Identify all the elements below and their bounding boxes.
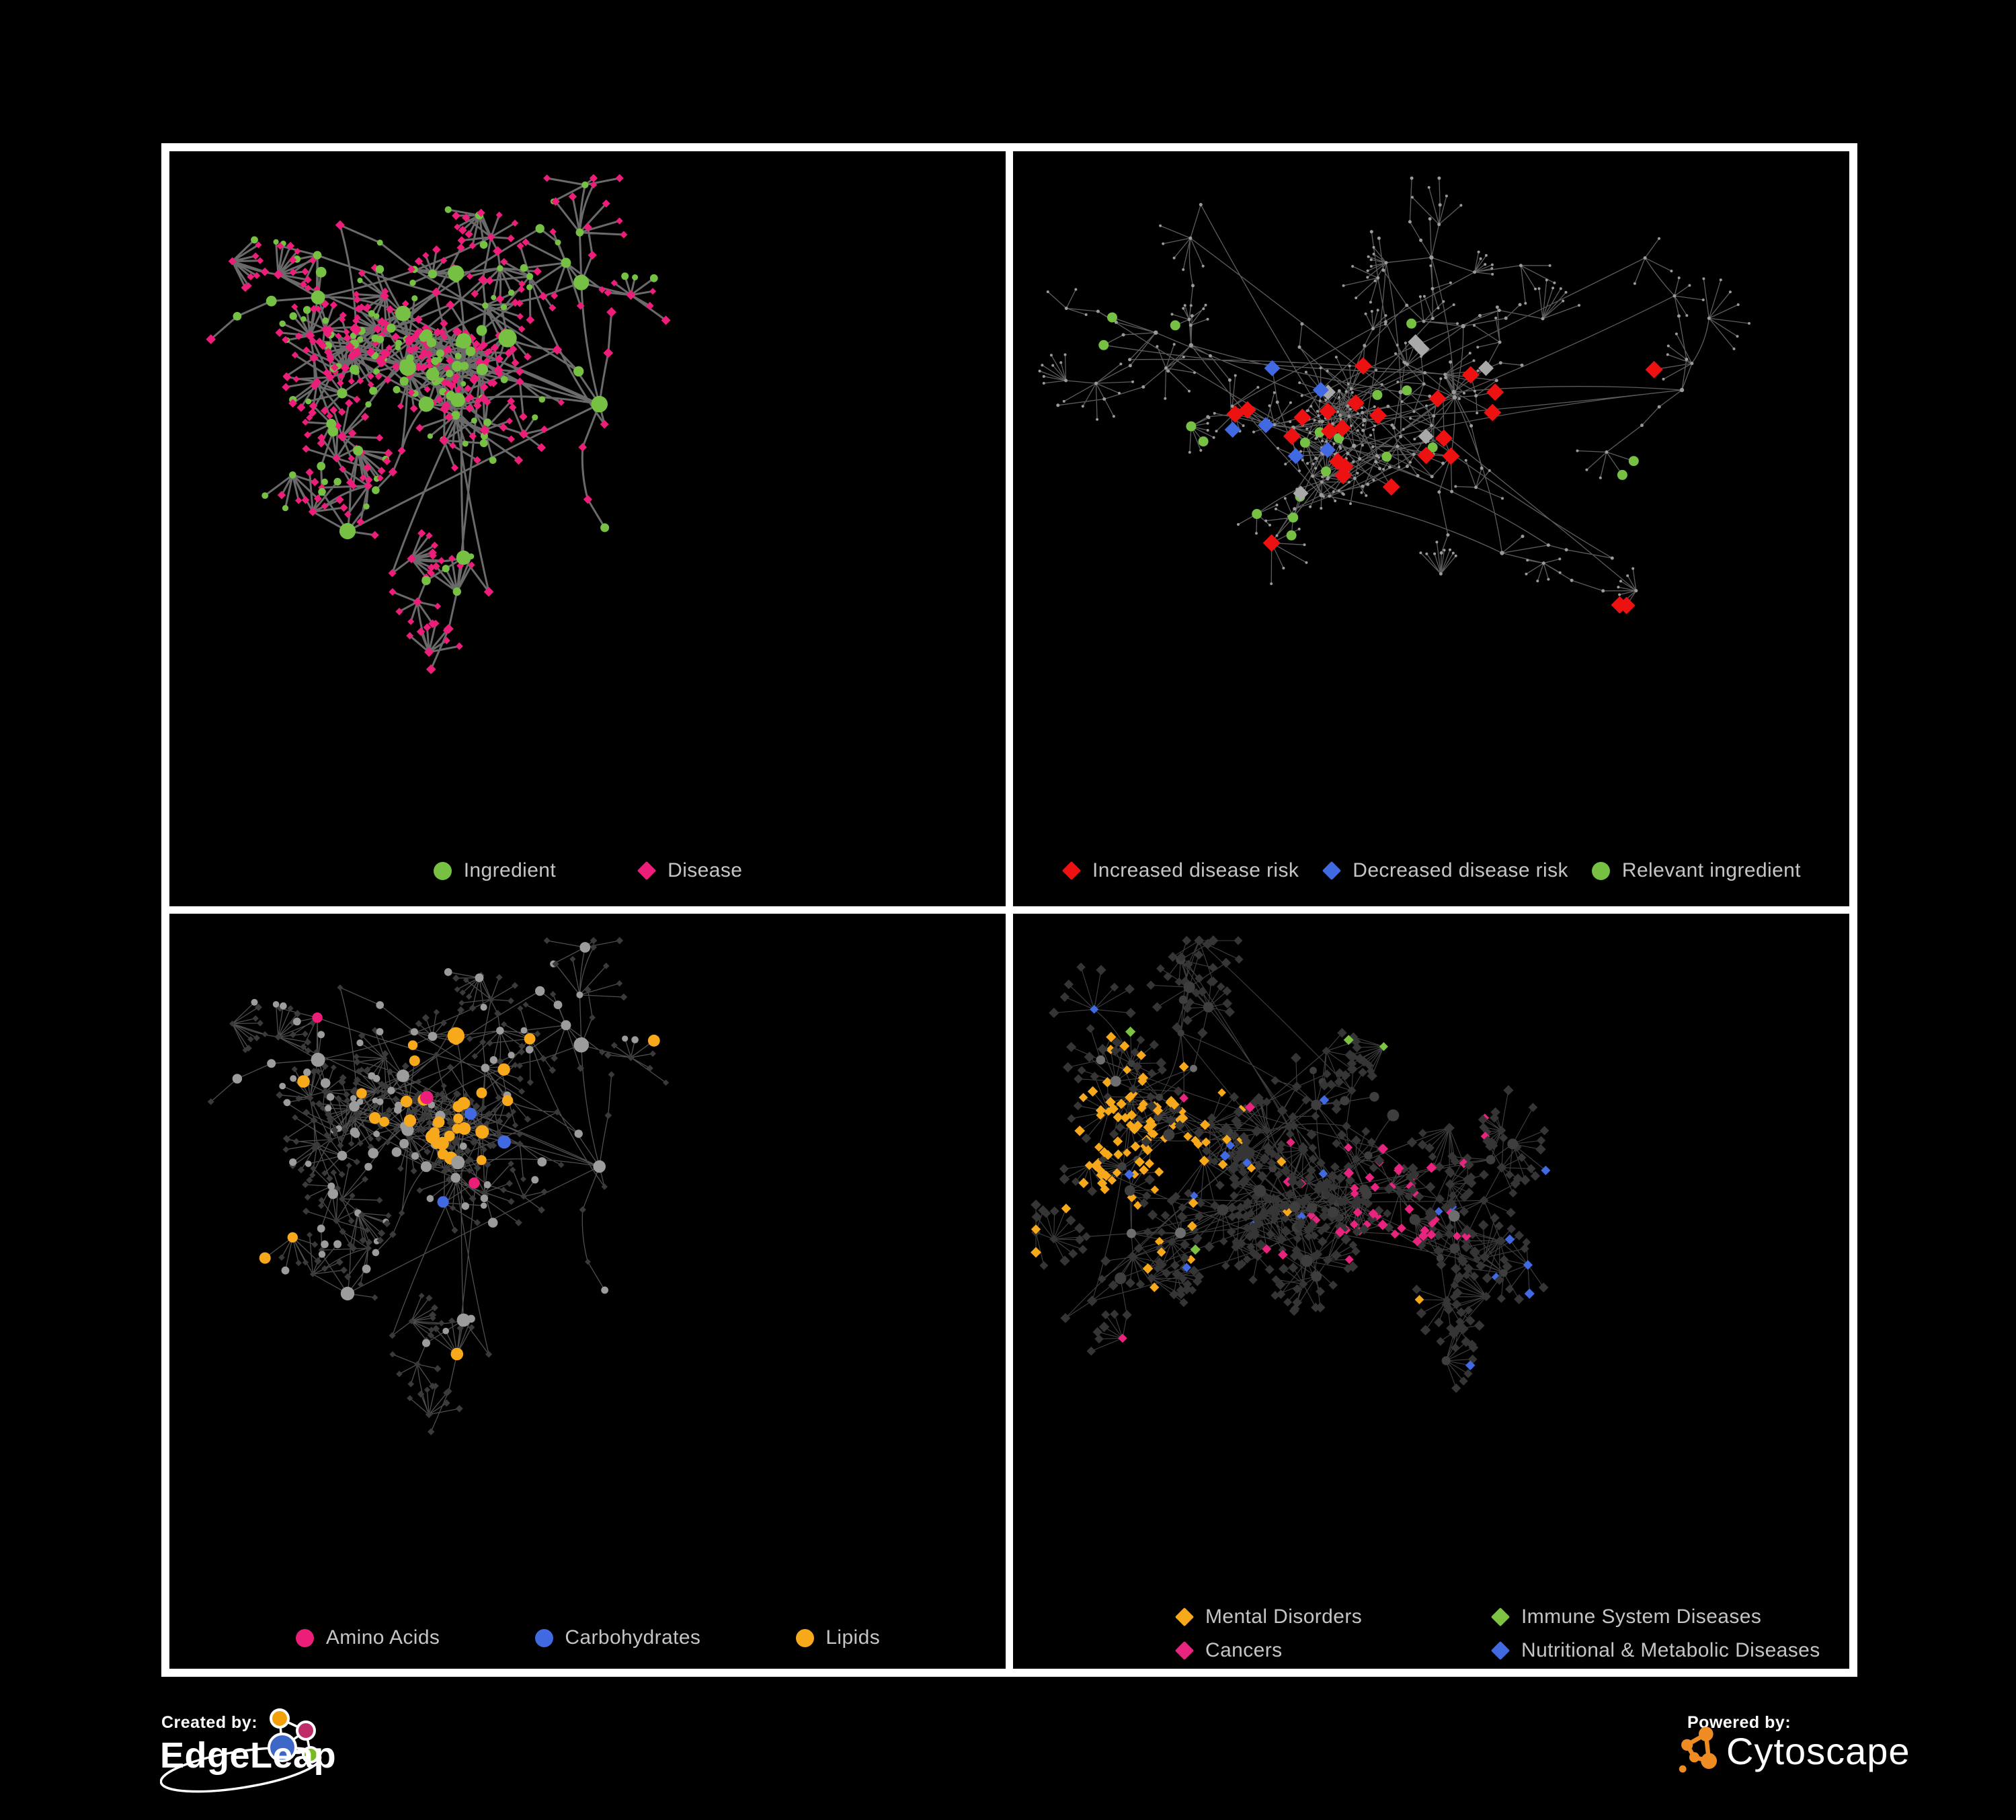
legend-label: Amino Acids xyxy=(325,1626,440,1649)
cytoscape-logo-icon xyxy=(1679,1727,1718,1773)
diamond-marker-icon xyxy=(1490,1607,1510,1627)
legend-label: Nutritional & Metabolic Diseases xyxy=(1521,1639,1820,1661)
circle-marker-icon xyxy=(534,1628,553,1647)
legend-marker xyxy=(295,1628,315,1648)
cytoscape-icon-nodes xyxy=(1679,1727,1718,1773)
legend-marker xyxy=(1061,861,1082,881)
diamond-marker-icon xyxy=(1490,1640,1510,1661)
created-by-block: Created by: EdgeLeap xyxy=(160,1705,402,1819)
edgeleap-brand: EdgeLeap xyxy=(160,1735,337,1776)
legend-label: Increased disease risk xyxy=(1092,859,1299,881)
circle-marker-icon xyxy=(434,861,452,880)
legend-label: Decreased disease risk xyxy=(1353,859,1568,881)
panel-nutrient-categories: Amino Acids Carbohydrates Lipids xyxy=(169,914,1006,1669)
legend-item: Nutritional & Metabolic Diseases xyxy=(1490,1639,1820,1662)
legend-item: Amino Acids xyxy=(295,1626,440,1649)
circle-marker-icon xyxy=(296,1628,315,1647)
disease-risk-network xyxy=(1038,176,1750,615)
ingredient-disease-network xyxy=(206,173,671,674)
legend-label: Cancers xyxy=(1205,1639,1283,1661)
powered-by-block: Powered by: Cytoscape xyxy=(1675,1705,1958,1799)
legend-item: Carbohydrates xyxy=(534,1626,700,1649)
diamond-marker-icon xyxy=(1061,861,1082,881)
legend-label: Lipids xyxy=(825,1626,881,1649)
legend-item: Decreased disease risk xyxy=(1322,859,1568,882)
disease-categories-network xyxy=(1031,935,1551,1393)
panel-disease-risk: Increased disease risk Decreased disease … xyxy=(1013,151,1849,906)
created-by-label: Created by: xyxy=(161,1713,258,1732)
legend-marker xyxy=(433,861,453,881)
legend-marker xyxy=(1174,1640,1195,1661)
legend-label: Immune System Diseases xyxy=(1521,1606,1762,1628)
legend-marker xyxy=(1322,861,1342,881)
legend-marker xyxy=(1490,1607,1510,1627)
legend-marker xyxy=(534,1628,554,1648)
panel-ingredient-disease: Ingredient Disease xyxy=(169,151,1006,906)
legend-marker xyxy=(795,1628,815,1648)
diamond-marker-icon xyxy=(1174,1640,1195,1661)
legend-label: Relevant ingredient xyxy=(1621,859,1801,881)
cytoscape-brand: Cytoscape xyxy=(1726,1730,1910,1772)
diamond-marker-icon xyxy=(1174,1607,1195,1627)
legend-ingredient-disease: Ingredient Disease xyxy=(169,859,1006,882)
circle-marker-icon xyxy=(795,1628,814,1647)
legend-marker xyxy=(1490,1640,1510,1661)
legend-item: Increased disease risk xyxy=(1061,859,1299,882)
legend-label: Mental Disorders xyxy=(1205,1606,1363,1628)
legend-marker xyxy=(1591,861,1611,881)
circle-marker-icon xyxy=(1592,861,1611,880)
legend-item: Relevant ingredient xyxy=(1591,859,1801,882)
diamond-marker-icon xyxy=(1322,861,1342,881)
legend-disease-categories: Mental Disorders Immune System Diseases Ca… xyxy=(1174,1606,1820,1662)
diamond-marker-icon xyxy=(637,861,657,881)
legend-item: Disease xyxy=(637,859,742,882)
legend-label: Ingredient xyxy=(463,859,557,881)
legend-marker xyxy=(637,861,657,881)
legend-item: Lipids xyxy=(795,1626,880,1649)
legend-label: Carbohydrates xyxy=(565,1626,701,1649)
legend-label: Disease xyxy=(668,859,743,881)
legend-item: Mental Disorders xyxy=(1174,1606,1490,1628)
legend-item: Immune System Diseases xyxy=(1490,1606,1820,1628)
legend-item: Ingredient xyxy=(433,859,556,882)
legend-item: Cancers xyxy=(1174,1639,1490,1662)
legend-marker xyxy=(1174,1607,1195,1627)
nutrient-categories-network xyxy=(207,937,670,1435)
legend-nutrient-categories: Amino Acids Carbohydrates Lipids xyxy=(169,1626,1006,1649)
panels-grid: Ingredient Disease Increased disease risk… xyxy=(161,143,1857,1677)
panel-disease-categories: Mental Disorders Immune System Diseases Ca… xyxy=(1013,914,1849,1669)
legend-disease-risk: Increased disease risk Decreased disease … xyxy=(1013,859,1849,882)
